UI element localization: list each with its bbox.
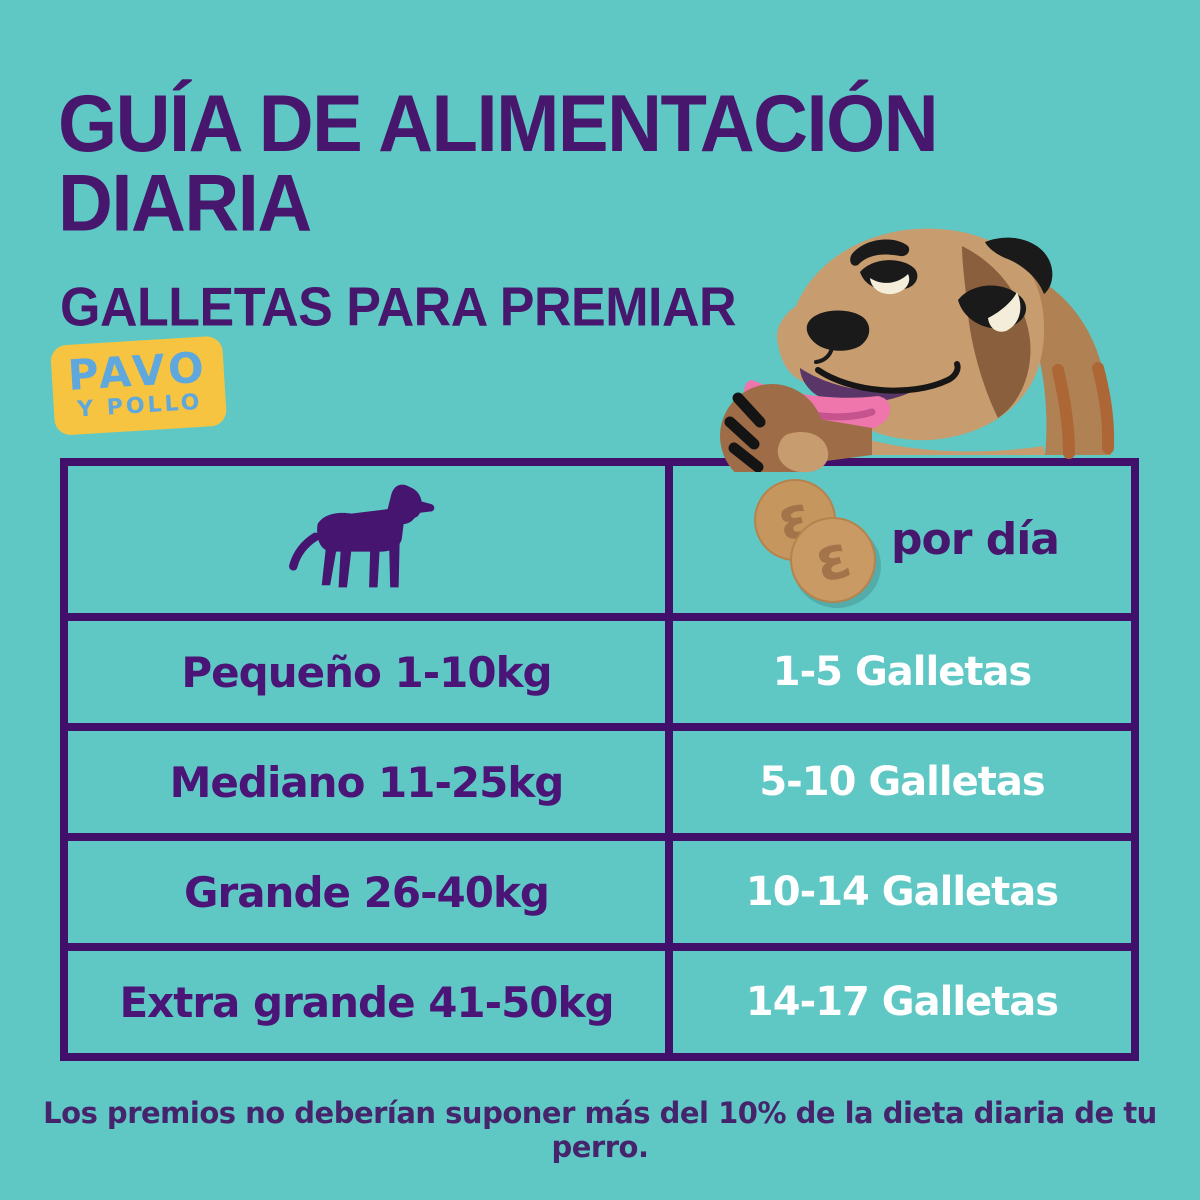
table-row-size-small: Pequeño 1-10kg <box>68 621 665 723</box>
table-row-amount-medium: 5-10 Galletas <box>673 731 1131 833</box>
per-day-label: por día <box>890 514 1060 565</box>
table-header-dog-size <box>68 466 665 613</box>
treat-cookies-icon: ε ε <box>753 478 881 608</box>
dog-mascot-illustration <box>688 220 1140 488</box>
table-row-amount-extra-large: 14-17 Galletas <box>673 951 1131 1053</box>
table-row-amount-small: 1-5 Galletas <box>673 621 1131 723</box>
footer-disclaimer: Los premios no deberían suponer más del … <box>43 1096 1157 1164</box>
page-subtitle: GALLETAS PARA PREMIAR <box>60 277 737 338</box>
table-row-amount-large: 10-14 Galletas <box>673 841 1131 943</box>
table-row-size-extra-large: Extra grande 41-50kg <box>68 951 665 1053</box>
flavour-badge: PAVO Y POLLO <box>50 335 228 437</box>
page-title-line2: DIARIA <box>58 158 312 249</box>
dog-silhouette-icon <box>288 484 434 587</box>
flavour-badge-line1: PAVO <box>66 342 210 400</box>
feeding-guide-table: ε ε por día Pequeño 1-10kg 1-5 Galletas … <box>60 458 1139 1061</box>
page-title: GUÍA DE ALIMENTACIÓN DIARIA <box>58 78 1058 249</box>
dog-mascot-icon <box>720 228 1115 488</box>
table-header-amount: ε ε por día <box>673 466 1131 613</box>
page-title-line1: GUÍA DE ALIMENTACIÓN <box>58 78 939 169</box>
table-row-size-medium: Mediano 11-25kg <box>68 731 665 833</box>
table-row-size-large: Grande 26-40kg <box>68 841 665 943</box>
